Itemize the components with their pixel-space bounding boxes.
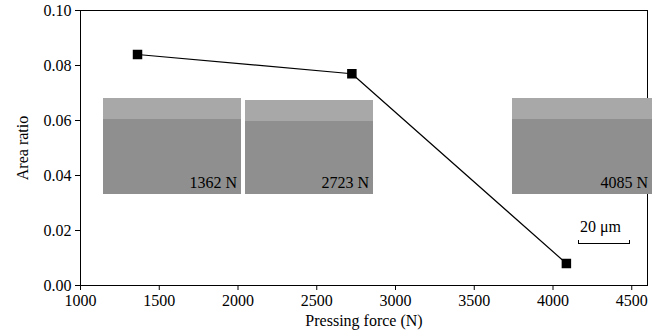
svg-text:0.00: 0.00 (43, 276, 72, 294)
svg-text:Pressing force (N): Pressing force (N) (305, 312, 422, 330)
svg-text:3000: 3000 (380, 292, 412, 309)
svg-text:Area ratio: Area ratio (14, 116, 31, 180)
svg-text:0.10: 0.10 (44, 2, 72, 19)
svg-text:0.02: 0.02 (44, 222, 72, 239)
svg-text:1500: 1500 (143, 292, 175, 309)
html-text:2723 N: 2723 N (321, 174, 369, 191)
svg-text:0.06: 0.06 (44, 112, 72, 129)
svg-text:3500: 3500 (458, 292, 490, 309)
svg-text:0.08: 0.08 (44, 57, 72, 74)
svg-text:2500: 2500 (301, 292, 333, 309)
html-text:1362 N: 1362 N (189, 174, 237, 191)
svg-text:0.04: 0.04 (44, 167, 72, 184)
svg-text:4500: 4500 (616, 292, 648, 309)
svg-text:4000: 4000 (537, 292, 569, 309)
html-text:20 μm: 20 μm (580, 218, 621, 235)
svg-text:1000: 1000 (65, 292, 97, 309)
html-text:4085 N: 4085 N (600, 174, 648, 191)
svg-text:2000: 2000 (222, 292, 254, 309)
